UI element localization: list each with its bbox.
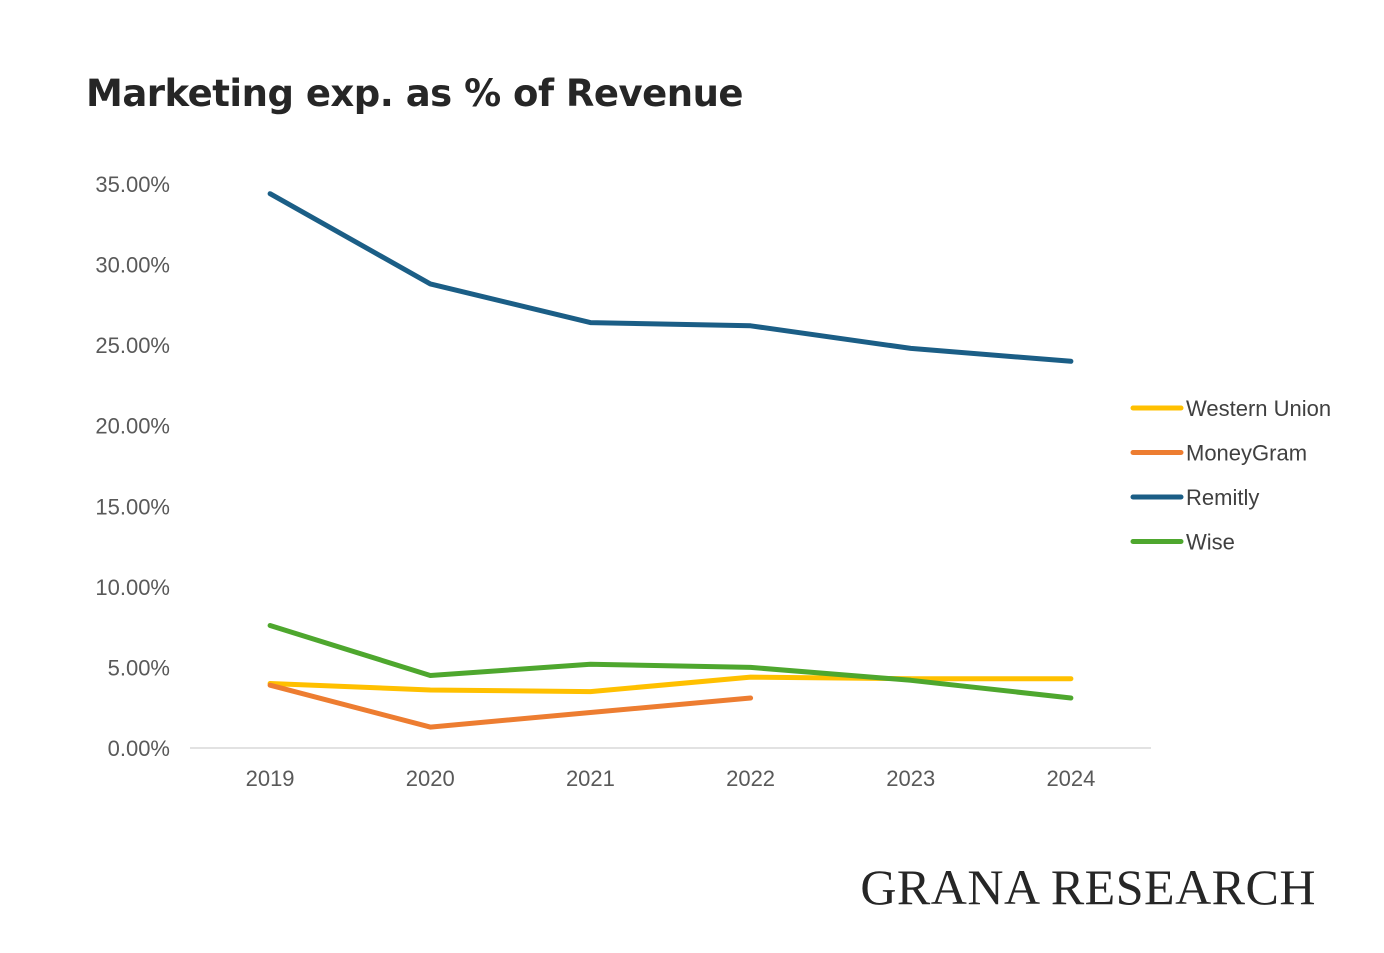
legend-label-moneygram: MoneyGram: [1186, 441, 1307, 466]
series-line-wise: [267, 623, 1074, 701]
x-tick-label: 2023: [886, 766, 935, 791]
y-axis: 0.00% 5.00% 10.00% 15.00% 20.00% 25.00% 30.00%…: [95, 172, 170, 761]
y-tick-label: 15.00%: [95, 494, 170, 519]
x-tick-label: 2024: [1046, 766, 1095, 791]
watermark-text: GRANA RESEARCH: [860, 859, 1316, 915]
y-tick-label: 10.00%: [95, 575, 170, 600]
y-tick-label: 0.00%: [108, 736, 170, 761]
y-tick-label: 35.00%: [95, 172, 170, 197]
y-tick-label: 20.00%: [95, 414, 170, 439]
legend: Western Union MoneyGram Remitly Wise: [1130, 396, 1331, 555]
y-tick-label: 25.00%: [95, 333, 170, 358]
x-axis: 2019 2020 2021 2022 2023 2024: [190, 747, 1151, 791]
series-line-remitly: [267, 191, 1074, 364]
x-tick-label: 2019: [246, 766, 295, 791]
y-tick-label: 30.00%: [95, 253, 170, 278]
series-lines: [267, 191, 1074, 730]
x-tick-label: 2021: [566, 766, 615, 791]
y-tick-label: 5.00%: [108, 655, 170, 680]
series-line-moneygram: [267, 682, 754, 730]
legend-label-wise: Wise: [1186, 530, 1235, 555]
x-tick-label: 2020: [406, 766, 455, 791]
legend-label-western-union: Western Union: [1186, 396, 1331, 421]
series-line-western-union: [267, 674, 1074, 695]
chart-title: Marketing exp. as % of Revenue: [86, 72, 744, 115]
legend-label-remitly: Remitly: [1186, 485, 1259, 510]
x-tick-label: 2022: [726, 766, 775, 791]
